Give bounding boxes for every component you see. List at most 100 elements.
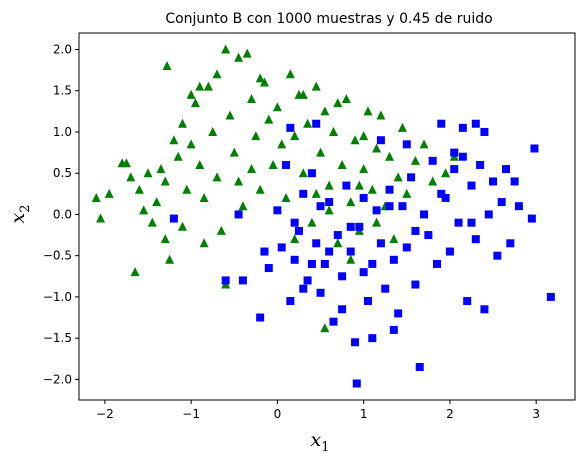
data-point-square (472, 120, 480, 128)
data-point-square (437, 120, 445, 128)
data-point-square (403, 140, 411, 148)
data-point-square (347, 248, 355, 256)
x-tick-label: 3 (532, 407, 540, 421)
data-point-square (394, 309, 402, 317)
data-point-square (308, 260, 316, 268)
x-tick-label: 0 (274, 407, 282, 421)
data-point-square (222, 276, 230, 284)
data-point-square (355, 223, 363, 231)
data-point-square (476, 161, 484, 169)
data-point-square (360, 268, 368, 276)
x-axis-label-subscript: 1 (321, 440, 329, 455)
data-point-square (338, 305, 346, 313)
data-point-square (317, 289, 325, 297)
data-point-square (304, 276, 312, 284)
data-point-square (390, 256, 398, 264)
x-tick-label: −1 (182, 407, 200, 421)
data-point-square (364, 297, 372, 305)
data-point-square (260, 248, 268, 256)
data-point-square (329, 318, 337, 326)
data-point-square (502, 165, 510, 173)
data-point-square (403, 243, 411, 251)
data-point-square (291, 256, 299, 264)
data-point-square (437, 190, 445, 198)
data-point-square (424, 231, 432, 239)
data-point-square (256, 314, 264, 322)
data-point-square (480, 305, 488, 313)
data-point-square (530, 144, 538, 152)
x-axis-label-base: x (311, 429, 322, 451)
data-point-square (433, 260, 441, 268)
data-point-square (312, 120, 320, 128)
data-point-square (493, 252, 501, 260)
data-point-square (498, 198, 506, 206)
chart-title: Conjunto B con 1000 muestras y 0.45 de r… (165, 11, 492, 27)
data-point-square (420, 210, 428, 218)
data-point-square (299, 285, 307, 293)
data-point-square (485, 210, 493, 218)
data-point-square (407, 173, 415, 181)
data-point-square (429, 157, 437, 165)
data-point-square (511, 177, 519, 185)
x-tick-label: 2 (446, 407, 454, 421)
y-tick-label: −1.0 (43, 290, 72, 304)
data-point-square (467, 182, 475, 190)
data-point-square (368, 260, 376, 268)
data-point-square (386, 202, 394, 210)
data-point-square (353, 380, 361, 388)
data-point-square (450, 165, 458, 173)
data-point-square (373, 206, 381, 214)
data-point-square (368, 334, 376, 342)
data-point-square (416, 363, 424, 371)
data-point-square (317, 202, 325, 210)
data-point-square (446, 248, 454, 256)
data-point-square (455, 219, 463, 227)
y-tick-label: 0.0 (53, 207, 72, 221)
data-point-square (377, 239, 385, 247)
data-point-square (360, 194, 368, 202)
data-point-square (342, 182, 350, 190)
data-point-square (480, 128, 488, 136)
y-tick-label: 1.0 (53, 125, 72, 139)
data-point-square (351, 338, 359, 346)
data-point-square (273, 206, 281, 214)
data-point-square (386, 186, 394, 194)
data-point-square (321, 260, 329, 268)
data-point-square (411, 281, 419, 289)
data-point-square (467, 219, 475, 227)
data-point-square (286, 124, 294, 132)
data-point-square (325, 198, 333, 206)
data-point-square (459, 153, 467, 161)
data-point-square (334, 231, 342, 239)
data-point-square (547, 293, 555, 301)
y-tick-label: 1.5 (53, 84, 72, 98)
data-point-square (381, 285, 389, 293)
data-point-square (286, 297, 294, 305)
data-point-square (312, 239, 320, 247)
data-point-square (170, 215, 178, 223)
data-point-square (506, 239, 514, 247)
data-point-square (325, 248, 333, 256)
data-point-square (299, 190, 307, 198)
y-tick-label: −0.5 (43, 249, 72, 263)
y-axis-label-subscript: 2 (18, 205, 33, 213)
data-point-square (528, 215, 536, 223)
y-tick-label: 0.5 (53, 166, 72, 180)
data-point-square (265, 264, 273, 272)
data-point-square (398, 202, 406, 210)
y-axis-label-base: x (7, 213, 29, 224)
x-tick-label: 1 (360, 407, 368, 421)
data-point-square (463, 297, 471, 305)
data-point-square (295, 227, 303, 235)
data-point-square (515, 202, 523, 210)
data-point-square (450, 149, 458, 157)
data-point-square (472, 235, 480, 243)
data-point-square (235, 210, 243, 218)
data-point-square (282, 161, 290, 169)
data-point-square (411, 227, 419, 235)
data-point-square (239, 276, 247, 284)
data-point-square (308, 169, 316, 177)
data-point-square (338, 272, 346, 280)
